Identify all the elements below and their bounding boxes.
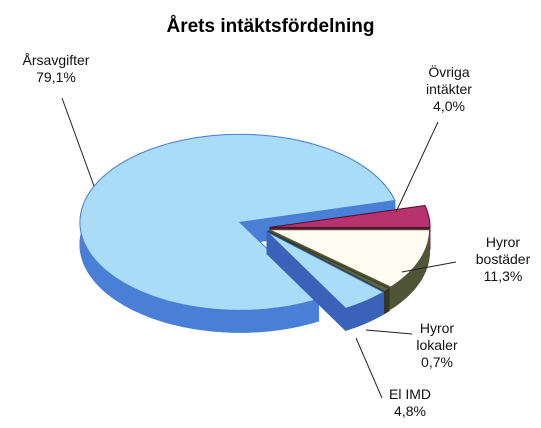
category-label: Övriga intäkter (426, 64, 472, 97)
category-label: Årsavgifter (22, 52, 90, 68)
category-label: Hyror lokaler (416, 320, 458, 353)
value-label: 11,3% (483, 268, 523, 284)
slice-top (269, 229, 430, 288)
leader-line (61, 97, 95, 187)
slice-label: Hyror bostäder 11,3% (466, 234, 540, 285)
leader-line (365, 329, 413, 335)
category-label: Hyror bostäder (475, 234, 531, 267)
slice (266, 230, 385, 332)
slice-label: Årsavgifter 79,1% (4, 52, 108, 86)
slice-top (269, 204, 431, 228)
slices (79, 133, 431, 333)
leader-line (355, 337, 383, 399)
slice-top (267, 230, 391, 293)
value-label: 0,7% (421, 354, 453, 370)
slice-top (266, 231, 385, 309)
slice-label: Hyror lokaler 0,7% (408, 320, 466, 371)
chart-title: Årets intäktsfördelning (166, 16, 375, 37)
value-label: 4,8% (394, 403, 426, 419)
leader-line (401, 261, 457, 273)
slice-rim (384, 287, 390, 315)
value-label: 4,0% (433, 98, 465, 114)
slice-top (79, 133, 396, 311)
slice-label: El IMD 4,8% (380, 386, 440, 420)
category-label: El IMD (389, 386, 431, 402)
leader-line (395, 121, 439, 213)
slice-label: Övriga intäkter 4,0% (412, 64, 486, 115)
value-label: 79,1% (36, 69, 76, 85)
